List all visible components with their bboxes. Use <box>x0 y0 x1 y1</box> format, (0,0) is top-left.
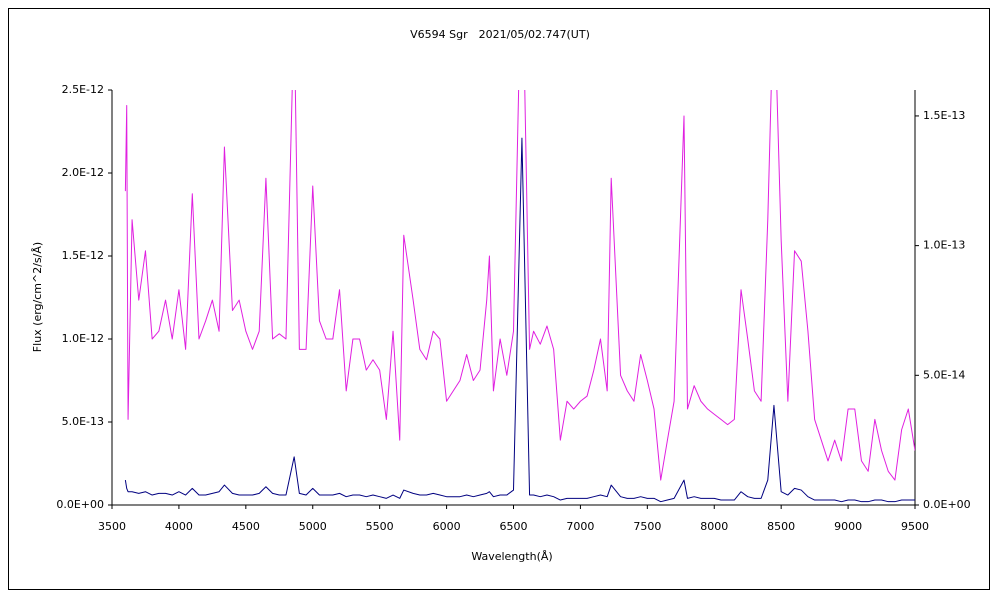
x-tick-label: 6500 <box>500 520 528 533</box>
x-tick-label: 6000 <box>433 520 461 533</box>
y-tick-label: 1.5E-12 <box>62 249 104 262</box>
x-tick-label: 4500 <box>232 520 260 533</box>
x-tick-label: 9000 <box>834 520 862 533</box>
x-tick-label: 5500 <box>366 520 394 533</box>
spectrum-line <box>124 90 915 481</box>
y-tick-label: 2.5E-12 <box>62 83 104 96</box>
x-tick-label: 9500 <box>901 520 929 533</box>
x-tick-label: 8000 <box>700 520 728 533</box>
x-tick-label: 7000 <box>566 520 594 533</box>
x-tick-label: 5000 <box>299 520 327 533</box>
x-tick-label: 7500 <box>633 520 661 533</box>
y-axis-label: Flux (erg/cm^2/s/Å) <box>31 242 44 352</box>
y2-tick-label: 1.0E-13 <box>923 239 965 252</box>
y-tick-label: 5.0E-13 <box>62 415 104 428</box>
x-tick-label: 8500 <box>767 520 795 533</box>
y-tick-label: 2.0E-12 <box>62 166 104 179</box>
spectrum-line <box>124 137 915 503</box>
y2-tick-label: 0.0E+00 <box>923 498 971 511</box>
x-tick-label: 3500 <box>98 520 126 533</box>
y2-tick-label: 1.5E-13 <box>923 109 965 122</box>
x-axis-label: Wavelength(Å) <box>471 550 552 563</box>
chart-title: V6594 Sgr 2021/05/02.747(UT) <box>410 28 590 41</box>
y-tick-label: 0.0E+00 <box>56 498 104 511</box>
x-tick-label: 4000 <box>165 520 193 533</box>
y-tick-label: 1.0E-12 <box>62 332 104 345</box>
chart-frame <box>8 8 990 590</box>
y2-tick-label: 5.0E-14 <box>923 368 965 381</box>
